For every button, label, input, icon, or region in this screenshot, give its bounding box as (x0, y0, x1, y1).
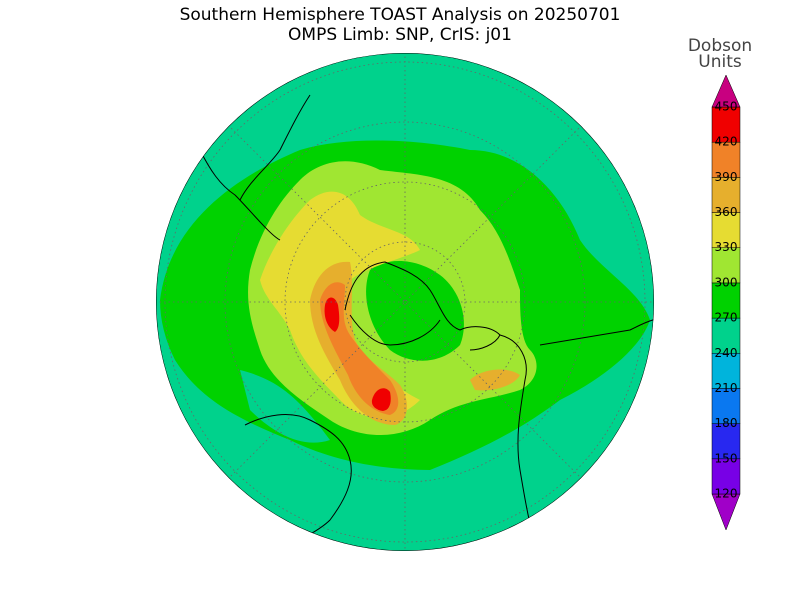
colorbar-tick-label: 150 (715, 451, 738, 465)
field-270-core (366, 260, 464, 361)
colorbar-box (711, 317, 741, 354)
colorbar-tick-label: 210 (715, 381, 738, 395)
title-line: Southern Hemisphere TOAST Analysis on 20… (180, 5, 621, 25)
colorbar-box (711, 388, 741, 424)
field-240-south (240, 370, 330, 443)
coastline (344, 261, 501, 351)
colorbar-tick-label: 180 (715, 416, 738, 430)
colorbar-tick-label: 360 (715, 205, 738, 219)
field-420-south (371, 388, 391, 411)
colorbar-tick-label: 330 (715, 240, 738, 254)
colorbar-box (711, 106, 741, 143)
colorbar-box (711, 353, 741, 389)
colorbar-tick-label: 120 (715, 487, 738, 501)
colorbar-label: Dobson (688, 36, 752, 56)
subtitle-line: OMPS Limb: SNP, CrIS: j01 (288, 25, 512, 45)
colorbar-box (711, 177, 741, 213)
colorbar-box (711, 212, 741, 248)
field-390 (320, 282, 399, 415)
colorbar-tick-label: 390 (715, 170, 738, 184)
colorbar-box (711, 282, 741, 319)
colorbar: Dobson Units 120 150 180 210 240 270 300 330 360… (688, 36, 752, 531)
colorbar-tick-label: 240 (715, 346, 738, 360)
colorbar-box (711, 247, 741, 284)
coastline (244, 414, 352, 551)
field-360-east (470, 369, 520, 391)
coastline (199, 94, 311, 241)
colorbar-tick-label: 420 (715, 135, 738, 149)
colorbar-tick-label: 450 (715, 100, 738, 114)
colorbar-tick-label: 300 (715, 275, 738, 289)
graticule (344, 241, 466, 363)
field-420 (324, 297, 340, 332)
colorbar-label: Units (698, 52, 742, 72)
map (156, 53, 654, 551)
graticule (224, 121, 586, 483)
colorbar-box (711, 458, 741, 495)
colorbar-tick-label: 270 (715, 311, 738, 325)
colorbar-box (711, 423, 741, 460)
coastline (539, 317, 654, 346)
colorbar-box (711, 141, 741, 178)
colorbar-triangle (711, 74, 741, 108)
